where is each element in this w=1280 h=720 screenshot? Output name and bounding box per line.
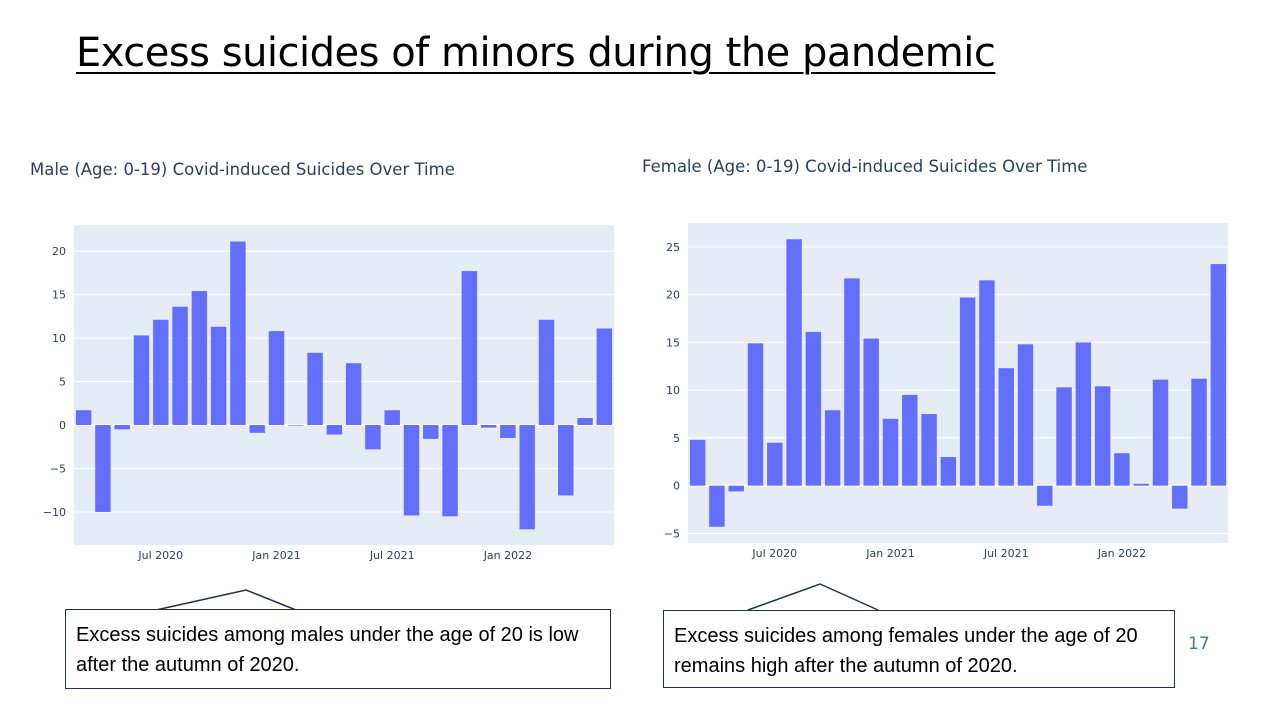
female-chart: 25 20 15 10 5 0 −5 Jul 2020 Jan 2021 Jul 2021 Jan … [664,223,1228,560]
y-tick-label: 15 [52,289,66,302]
bar [384,410,400,425]
bar [863,338,879,486]
bar [268,331,285,425]
bar [577,418,593,425]
x-tick-label: Jan 2022 [483,549,532,562]
bar [307,352,323,425]
bar [689,439,706,486]
female-callout-pointer [747,583,879,611]
bar [153,319,169,425]
bar [1133,483,1149,486]
bar [172,306,188,425]
bar [709,485,725,527]
bar [786,239,802,486]
bar [365,425,381,450]
y-tick-label: 10 [52,332,66,345]
y-tick-label: −5 [50,462,66,475]
bar [210,326,227,425]
bar [921,414,937,486]
bar [423,425,439,439]
bar [902,394,918,486]
bar [940,457,957,486]
bar [326,425,343,435]
bar [114,425,130,430]
bar [1191,378,1207,486]
slide-title: Excess suicides of minors during the pan… [76,30,996,76]
bar [1056,387,1072,486]
bar [480,425,497,428]
x-tick-label: Jul 2020 [751,547,797,560]
bar [747,343,764,486]
female-callout: Excess suicides among females under the … [663,610,1175,688]
bar [998,368,1014,486]
x-tick-label: Jul 2021 [369,549,415,562]
bar [824,410,841,486]
bar [959,297,976,486]
y-tick-label: 0 [59,419,66,432]
y-tick-label: 0 [673,480,680,493]
bar [728,485,744,492]
bar [558,425,574,496]
bar [500,425,516,439]
bar [442,425,458,517]
page-number: 17 [1188,634,1210,654]
x-tick-label: Jul 2020 [137,549,183,562]
y-tick-label: 5 [59,376,66,389]
plot-background [688,223,1228,543]
bar [461,271,478,425]
bar [75,410,92,425]
male-callout-text: Excess suicides among males under the ag… [76,624,579,676]
y-tick-label: 20 [52,245,66,258]
male-callout: Excess suicides among males under the ag… [65,609,611,689]
bar [133,335,150,425]
y-tick-label: 5 [673,432,680,445]
y-tick-label: 20 [666,289,680,302]
male-callout-pointer [155,589,297,611]
y-tick-label: 10 [666,384,680,397]
bar [1094,386,1111,486]
male-chart-title: Male (Age: 0-19) Covid-induced Suicides … [30,160,455,179]
bar [1114,453,1130,486]
female-callout-text: Excess suicides among females under the … [674,625,1138,677]
bar [95,425,111,512]
x-tick-label: Jan 2022 [1097,547,1146,560]
x-tick-label: Jan 2021 [251,549,300,562]
bar [979,280,995,486]
bar [767,442,783,486]
bar [249,425,265,433]
bar [519,425,535,530]
bar [1172,485,1188,509]
bar [538,319,555,425]
bar [230,241,246,425]
bar [844,278,860,486]
y-tick-label: −5 [664,527,680,540]
bar [1075,342,1092,486]
bar [1152,379,1169,486]
bar [1037,485,1053,506]
x-tick-label: Jan 2021 [865,547,914,560]
bar [288,425,304,426]
bar [596,328,613,425]
y-tick-label: 25 [666,241,680,254]
bar [805,331,822,486]
y-tick-label: −10 [43,506,66,519]
bar [1210,264,1227,486]
bar [1017,344,1034,486]
bar [191,291,208,425]
x-tick-label: Jul 2021 [983,547,1029,560]
y-tick-label: 15 [666,336,680,349]
male-chart: 20 15 10 5 0 −5 −10 Jul 2020 Jan 2021 Jul 2021 Jan… [43,225,614,562]
bar [345,363,362,425]
bar [882,418,899,486]
female-chart-title: Female (Age: 0-19) Covid-induced Suicide… [642,157,1088,176]
bar [403,425,420,516]
